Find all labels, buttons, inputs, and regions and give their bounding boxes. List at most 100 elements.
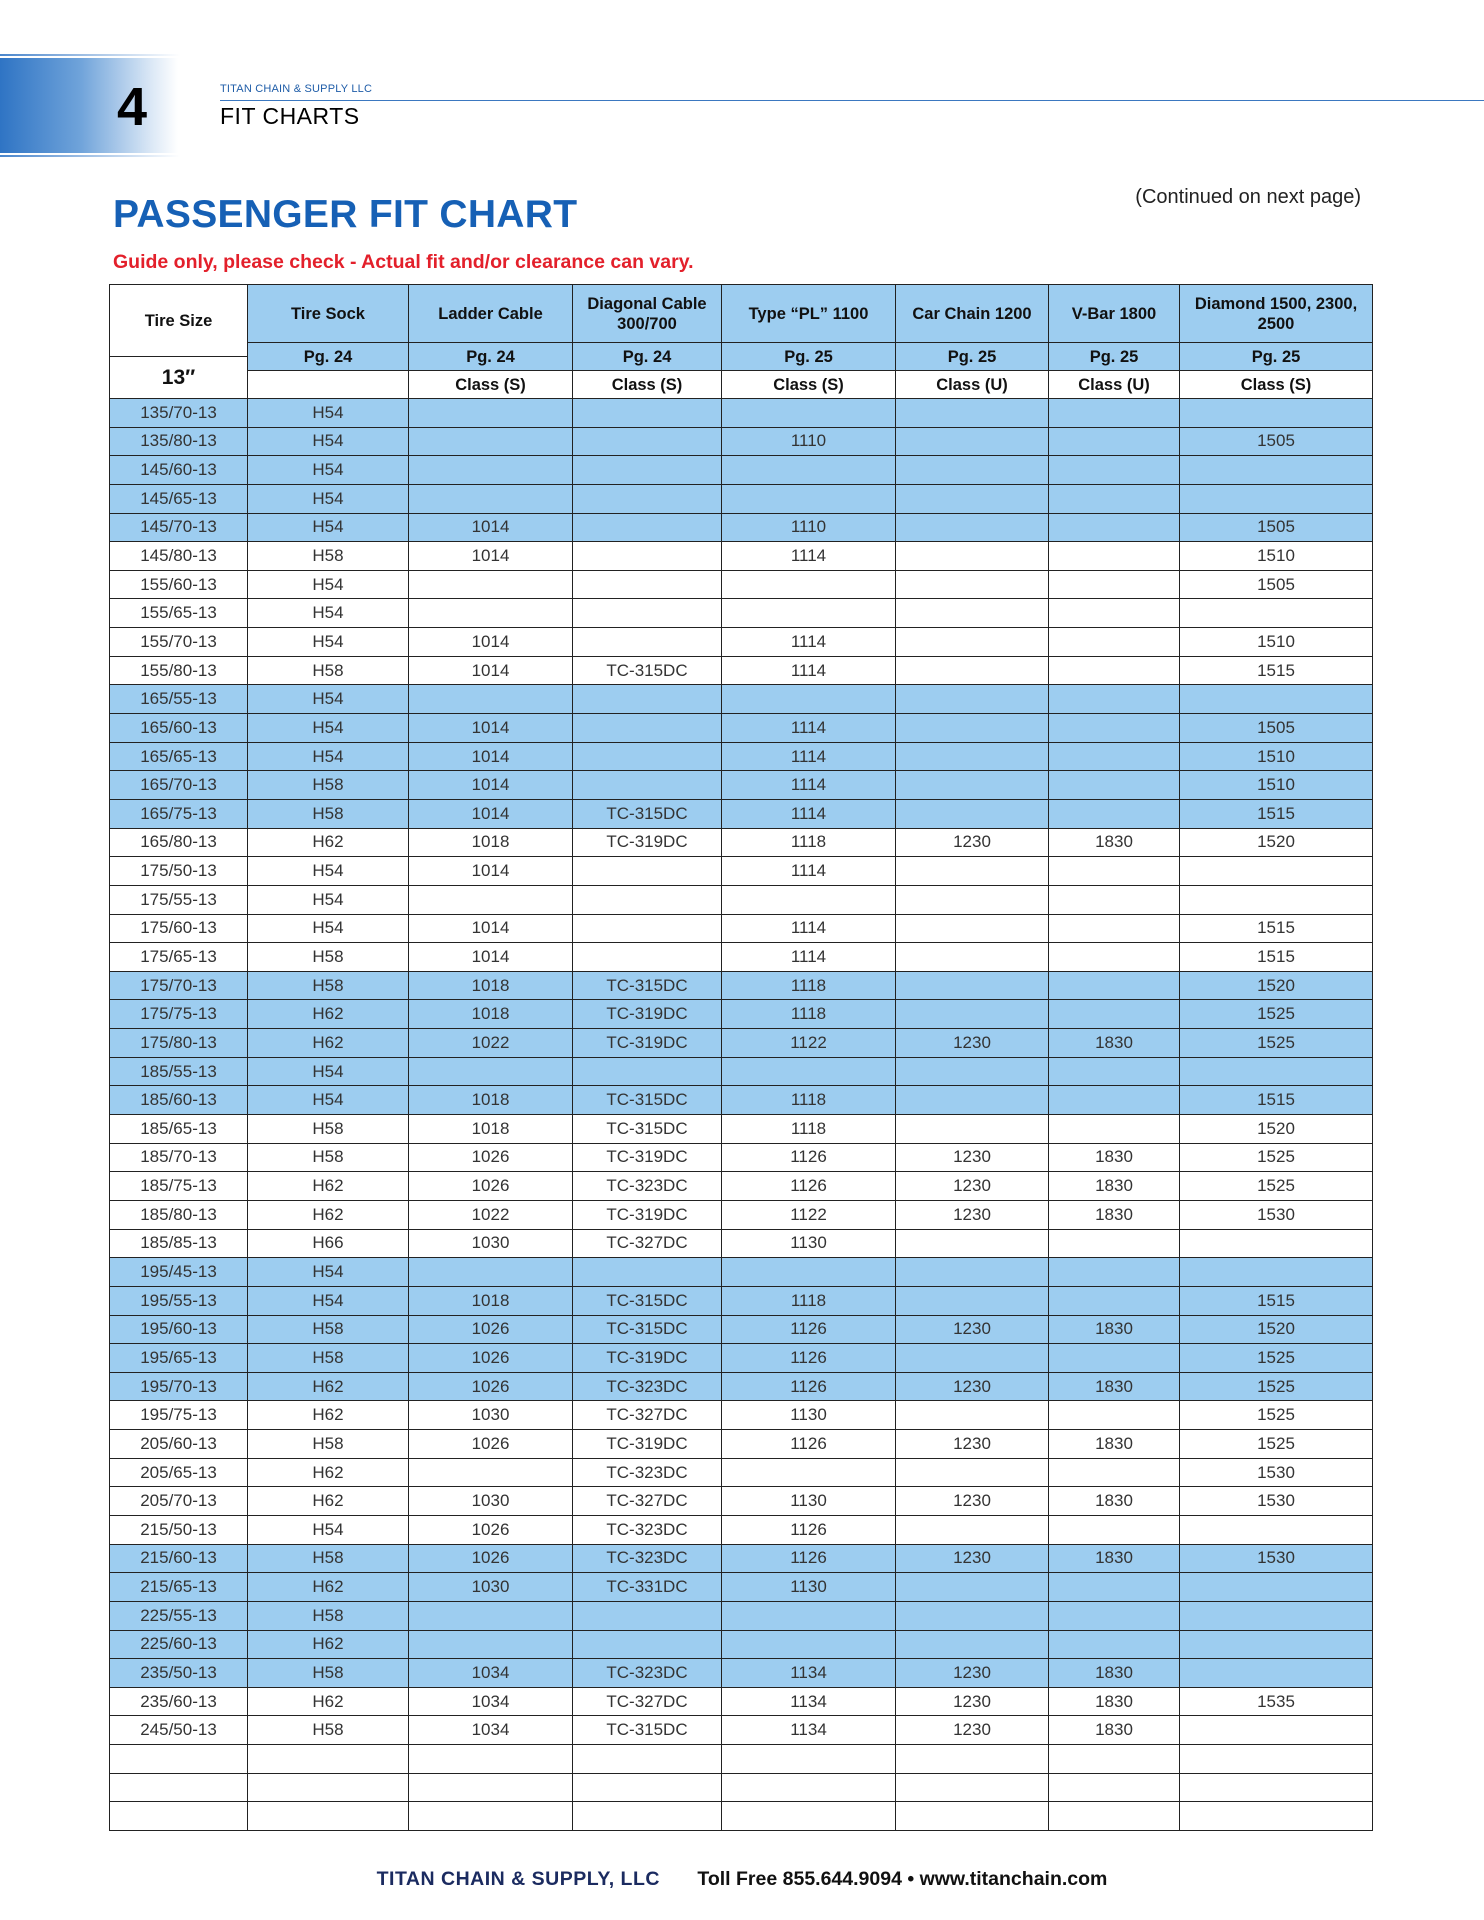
fit-cell	[409, 1745, 573, 1773]
tire-size-cell: 205/70-13	[109, 1487, 248, 1515]
fit-cell: 1034	[409, 1716, 573, 1745]
fit-cell: 1510	[1180, 742, 1373, 771]
fit-cell	[573, 1773, 722, 1802]
fit-cell	[1049, 1057, 1180, 1086]
tire-size-cell: 235/50-13	[109, 1659, 248, 1687]
fit-cell: H54	[248, 885, 409, 914]
fit-cell: TC-315DC	[573, 1315, 722, 1344]
fit-cell: 1114	[722, 656, 896, 685]
fit-cell	[248, 1745, 409, 1773]
fit-cell: 1126	[722, 1544, 896, 1573]
tire-size-cell: 155/70-13	[109, 628, 248, 656]
fit-cell: H58	[248, 1601, 409, 1630]
tire-size-cell: 155/80-13	[109, 656, 248, 685]
fit-cell: H62	[248, 1458, 409, 1487]
fit-cell	[1049, 742, 1180, 771]
fit-cell: H66	[248, 1229, 409, 1258]
column-name: Diamond 1500, 2300, 2500	[1180, 284, 1373, 343]
fit-cell: 1014	[409, 943, 573, 971]
tire-size-cell: 165/60-13	[109, 714, 248, 742]
fit-cell	[896, 1773, 1049, 1802]
fit-cell: 1014	[409, 656, 573, 685]
fit-cell: 1026	[409, 1372, 573, 1401]
column-class: Class (S)	[722, 371, 896, 399]
continued-note: (Continued on next page)	[1135, 186, 1361, 208]
fit-cell	[896, 771, 1049, 799]
fit-cell: 1022	[409, 1200, 573, 1229]
fit-cell: 1114	[722, 542, 896, 570]
fit-cell: 1520	[1180, 828, 1373, 857]
fit-cell: 1026	[409, 1315, 573, 1344]
tire-size-cell: 145/60-13	[109, 456, 248, 484]
fit-cell: H58	[248, 1430, 409, 1458]
fit-cell: 1034	[409, 1687, 573, 1716]
tire-size-cell: 235/60-13	[109, 1687, 248, 1716]
column-name: Type “PL” 1100	[722, 284, 896, 343]
fit-cell: 1114	[722, 771, 896, 799]
fit-cell: H54	[248, 456, 409, 484]
fit-cell: 1230	[896, 1487, 1049, 1515]
fit-cell	[409, 1601, 573, 1630]
fit-cell: H58	[248, 1115, 409, 1143]
column-page: Pg. 25	[1049, 343, 1180, 371]
fit-cell: H58	[248, 1315, 409, 1344]
column-header: Tire Sock Pg. 24	[248, 284, 409, 399]
fit-cell: 1830	[1049, 1029, 1180, 1057]
fit-cell: 1126	[722, 1172, 896, 1200]
fit-cell: TC-319DC	[573, 1029, 722, 1057]
fit-cell	[722, 685, 896, 714]
fit-cell	[573, 570, 722, 599]
fit-cell: 1530	[1180, 1458, 1373, 1487]
table-row: 175/70-13 H58 1018 TC-315DC 1118 1520	[109, 971, 1373, 1001]
table-row	[109, 1773, 1373, 1803]
fit-cell	[1049, 885, 1180, 914]
fit-cell	[1180, 399, 1373, 427]
fit-cell	[896, 656, 1049, 685]
tire-size-cell: 145/80-13	[109, 542, 248, 570]
fit-cell	[573, 914, 722, 943]
table-row: 205/60-13 H58 1026 TC-319DC 1126 1230 1830 1525	[109, 1430, 1373, 1459]
column-page: Pg. 25	[896, 343, 1049, 371]
fit-cell: 1018	[409, 971, 573, 1000]
fit-cell: H54	[248, 685, 409, 714]
fit-cell	[573, 1630, 722, 1659]
fit-cell: TC-319DC	[573, 1344, 722, 1372]
fit-cell	[896, 885, 1049, 914]
fit-cell	[1180, 1745, 1373, 1773]
fit-cell: 1130	[722, 1573, 896, 1601]
fit-cell: 1130	[722, 1229, 896, 1258]
table-body: 135/70-13 H54 135/80-13 H54 1110 1505 145/60-1…	[109, 399, 1373, 1832]
fit-cell: 1505	[1180, 714, 1373, 742]
table-row: 185/85-13 H66 1030 TC-327DC 1130	[109, 1229, 1373, 1259]
fit-cell: 1026	[409, 1430, 573, 1458]
fit-cell	[896, 1086, 1049, 1115]
header-divider	[220, 100, 1484, 101]
fit-cell: 1110	[722, 427, 896, 456]
fit-cell	[573, 1601, 722, 1630]
fit-cell	[1049, 1286, 1180, 1315]
table-row: 195/65-13 H58 1026 TC-319DC 1126 1525	[109, 1344, 1373, 1373]
fit-cell: 1525	[1180, 1401, 1373, 1430]
table-row: 145/80-13 H58 1014 1114 1510	[109, 542, 1373, 571]
tire-size-cell	[109, 1745, 248, 1773]
tire-size-cell: 195/55-13	[109, 1286, 248, 1315]
fit-cell: 1118	[722, 971, 896, 1000]
table-row: 195/75-13 H62 1030 TC-327DC 1130 1525	[109, 1401, 1373, 1431]
fit-cell: 1525	[1180, 1000, 1373, 1029]
fit-cell: H54	[248, 484, 409, 513]
fit-cell: TC-327DC	[573, 1401, 722, 1430]
fit-cell: 1230	[896, 1372, 1049, 1401]
tire-size-cell: 175/65-13	[109, 943, 248, 971]
fit-cell: 1126	[722, 1515, 896, 1544]
fit-cell	[896, 1401, 1049, 1430]
fit-cell	[1049, 1515, 1180, 1544]
fit-cell	[573, 685, 722, 714]
fit-cell	[896, 427, 1049, 456]
tire-size-cell: 185/60-13	[109, 1086, 248, 1115]
page-title: PASSENGER FIT CHART	[113, 193, 578, 236]
fit-cell: TC-323DC	[573, 1544, 722, 1573]
fit-cell: 1114	[722, 742, 896, 771]
fit-cell: H58	[248, 799, 409, 828]
tire-size-cell: 215/50-13	[109, 1515, 248, 1544]
tire-size-cell: 135/80-13	[109, 427, 248, 456]
